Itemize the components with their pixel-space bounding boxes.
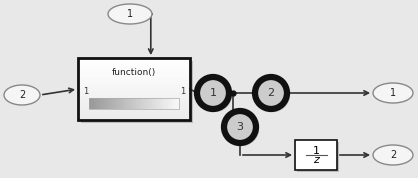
- Bar: [134, 98, 137, 109]
- Bar: [78, 112, 190, 114]
- Text: function(): function(): [112, 67, 156, 77]
- Bar: [174, 98, 177, 109]
- Bar: [98, 98, 101, 109]
- Bar: [127, 98, 130, 109]
- Bar: [78, 95, 190, 97]
- Bar: [78, 79, 190, 81]
- Bar: [89, 98, 92, 109]
- Bar: [112, 98, 115, 109]
- Circle shape: [224, 111, 256, 143]
- Bar: [141, 98, 143, 109]
- Bar: [78, 114, 190, 116]
- Bar: [78, 77, 190, 79]
- Bar: [78, 68, 190, 70]
- Bar: [114, 98, 117, 109]
- Bar: [145, 98, 148, 109]
- Bar: [78, 99, 190, 101]
- Bar: [78, 66, 190, 68]
- Bar: [78, 62, 190, 64]
- Bar: [78, 91, 190, 93]
- Bar: [89, 98, 179, 109]
- Bar: [130, 98, 132, 109]
- Bar: [166, 98, 168, 109]
- Bar: [78, 89, 190, 91]
- Bar: [116, 98, 119, 109]
- Text: 1: 1: [313, 146, 319, 156]
- Bar: [170, 98, 173, 109]
- Bar: [143, 98, 146, 109]
- Bar: [78, 72, 190, 75]
- Circle shape: [197, 77, 229, 109]
- Bar: [154, 98, 157, 109]
- Text: 3: 3: [237, 122, 244, 132]
- Bar: [78, 81, 190, 83]
- Circle shape: [255, 77, 287, 109]
- Bar: [105, 98, 107, 109]
- Bar: [78, 101, 190, 103]
- Bar: [123, 98, 125, 109]
- Bar: [172, 98, 175, 109]
- Bar: [100, 98, 103, 109]
- Bar: [118, 98, 121, 109]
- Text: z: z: [313, 155, 319, 165]
- Bar: [78, 87, 190, 89]
- Bar: [107, 98, 110, 109]
- Bar: [295, 140, 337, 170]
- Bar: [159, 98, 161, 109]
- Bar: [161, 98, 163, 109]
- Bar: [78, 64, 190, 66]
- Bar: [96, 98, 99, 109]
- Bar: [168, 98, 171, 109]
- Bar: [78, 83, 190, 85]
- Bar: [156, 98, 159, 109]
- Ellipse shape: [373, 83, 413, 103]
- Bar: [150, 98, 153, 109]
- Text: 1: 1: [127, 9, 133, 19]
- Ellipse shape: [4, 85, 40, 105]
- Bar: [148, 98, 150, 109]
- Circle shape: [256, 78, 290, 112]
- Circle shape: [225, 112, 259, 146]
- Bar: [103, 98, 105, 109]
- Bar: [132, 98, 135, 109]
- Ellipse shape: [108, 4, 152, 24]
- Bar: [78, 75, 190, 77]
- Bar: [125, 98, 128, 109]
- Text: 1: 1: [209, 88, 217, 98]
- Bar: [152, 98, 155, 109]
- Circle shape: [198, 78, 232, 112]
- Bar: [78, 118, 190, 120]
- Text: 2: 2: [390, 150, 396, 160]
- Text: 1: 1: [83, 87, 88, 96]
- Bar: [78, 93, 190, 95]
- Bar: [78, 58, 190, 120]
- Bar: [92, 98, 94, 109]
- Bar: [136, 98, 139, 109]
- Bar: [78, 103, 190, 106]
- Bar: [297, 142, 339, 172]
- Bar: [78, 110, 190, 112]
- Bar: [163, 98, 166, 109]
- Bar: [94, 98, 97, 109]
- Bar: [78, 58, 190, 120]
- Bar: [176, 98, 179, 109]
- Text: 2: 2: [268, 88, 275, 98]
- Bar: [81, 61, 193, 123]
- Bar: [78, 97, 190, 99]
- Bar: [78, 85, 190, 87]
- Bar: [138, 98, 141, 109]
- Bar: [110, 98, 112, 109]
- Bar: [78, 106, 190, 108]
- Bar: [120, 98, 123, 109]
- Text: 1: 1: [390, 88, 396, 98]
- Bar: [78, 60, 190, 62]
- Bar: [78, 116, 190, 118]
- Bar: [78, 58, 190, 60]
- Ellipse shape: [373, 145, 413, 165]
- Text: 1: 1: [180, 87, 185, 96]
- Text: 2: 2: [19, 90, 25, 100]
- Bar: [78, 70, 190, 72]
- Bar: [78, 108, 190, 110]
